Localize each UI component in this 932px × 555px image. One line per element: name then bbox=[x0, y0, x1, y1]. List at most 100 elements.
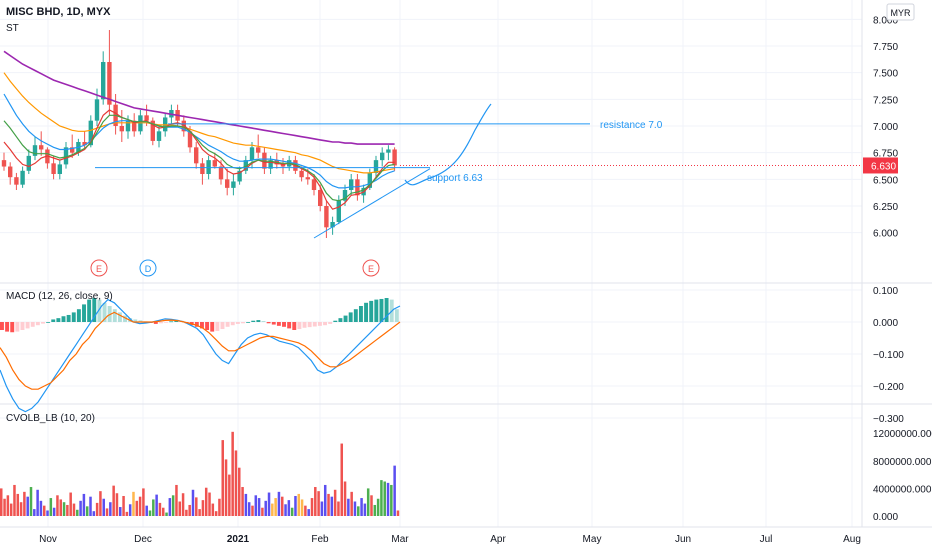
macd-title: MACD (12, 26, close, 9) bbox=[6, 291, 113, 302]
candle-body bbox=[20, 170, 25, 185]
volume-bar bbox=[271, 503, 274, 516]
macd-histogram-bar bbox=[66, 314, 71, 322]
volume-bar bbox=[204, 487, 208, 516]
volume-bar bbox=[221, 440, 224, 516]
macd-histogram-bar bbox=[271, 322, 276, 325]
candle-body bbox=[63, 147, 69, 165]
grid-lines bbox=[0, 0, 862, 527]
macd-histogram-bar bbox=[312, 322, 317, 327]
volume-bar bbox=[287, 500, 291, 516]
volume-bar bbox=[66, 504, 69, 516]
volume-bar bbox=[393, 465, 396, 516]
volume-bar bbox=[152, 499, 155, 516]
volume-bar bbox=[304, 505, 307, 516]
candle-body bbox=[1, 160, 7, 167]
volume-bar bbox=[383, 481, 386, 516]
macd-histogram-bar bbox=[0, 322, 4, 330]
volume-bar bbox=[327, 493, 330, 516]
volume-bar bbox=[340, 443, 344, 516]
price-axes[interactable]: 8.000 7.750 7.500 7.250 7.000 6.750 6.500 6.250… bbox=[863, 15, 932, 523]
price-tick-label: 7.000 bbox=[873, 122, 898, 133]
currency-button[interactable]: MYR bbox=[886, 3, 915, 21]
volume-bar bbox=[13, 484, 16, 516]
macd-histogram-bar bbox=[25, 322, 30, 329]
time-tick-label: Feb bbox=[311, 534, 329, 545]
macd-histogram-bar bbox=[92, 298, 97, 322]
macd-pane[interactable] bbox=[0, 298, 401, 413]
volume-bar bbox=[52, 507, 56, 516]
candle-body bbox=[14, 177, 19, 185]
candle-body bbox=[150, 120, 155, 141]
candle-body bbox=[119, 126, 124, 132]
last-price-tag bbox=[863, 157, 898, 174]
candle-body bbox=[88, 120, 93, 146]
volume-bar bbox=[198, 509, 201, 516]
macd-histogram-bar bbox=[348, 312, 353, 322]
volume-bar bbox=[56, 495, 59, 516]
macd-histogram-bar bbox=[374, 299, 379, 322]
volume-bar bbox=[314, 487, 317, 516]
volume-bar bbox=[39, 500, 43, 516]
volume-bar bbox=[95, 502, 99, 516]
volume-bar bbox=[175, 484, 178, 516]
price-pane[interactable]: resistance 7.0 support 6.63 E D E bbox=[1, 30, 862, 277]
volume-bar bbox=[122, 495, 125, 516]
macd-histogram-bar bbox=[302, 322, 307, 328]
projection-curve bbox=[404, 103, 492, 186]
candle-body bbox=[212, 160, 217, 167]
volume-bar bbox=[185, 509, 188, 516]
candle-body bbox=[94, 99, 100, 121]
volume-bar bbox=[257, 498, 261, 516]
macd-histogram-bar bbox=[364, 302, 369, 322]
macd-histogram-bar bbox=[287, 322, 292, 329]
currency-label[interactable]: MYR bbox=[891, 8, 912, 18]
time-tick-label: Nov bbox=[39, 534, 57, 545]
volume-bar bbox=[69, 492, 72, 516]
volume-bar bbox=[135, 500, 139, 516]
candle-body bbox=[107, 62, 112, 105]
volume-bar bbox=[277, 491, 281, 516]
macd-histogram-bar bbox=[133, 319, 138, 322]
volume-bar bbox=[323, 484, 327, 516]
macd-histogram-bar bbox=[200, 322, 204, 329]
macd-histogram-bar bbox=[379, 298, 384, 322]
volume-bar bbox=[6, 495, 10, 516]
macd-histogram-bar bbox=[261, 321, 266, 322]
macd-histogram-bar bbox=[369, 300, 374, 322]
volume-bar bbox=[297, 493, 301, 516]
candle-body bbox=[268, 160, 273, 169]
time-axis[interactable]: Nov Dec 2021 Feb Mar Apr May Jun Jul Aug bbox=[39, 534, 861, 545]
candle-body bbox=[70, 147, 75, 153]
volume-bar bbox=[370, 495, 373, 516]
moving-average-fast bbox=[3, 93, 395, 189]
macd-histogram-bar bbox=[76, 309, 81, 322]
candle-body bbox=[237, 170, 242, 182]
volume-bar bbox=[105, 508, 109, 516]
candle-body bbox=[318, 190, 323, 206]
volume-bar bbox=[317, 491, 320, 516]
macd-histogram-bar bbox=[225, 322, 230, 327]
macd-histogram-bar bbox=[343, 315, 348, 322]
candle-body bbox=[324, 206, 329, 228]
volume-bar bbox=[228, 474, 231, 516]
volume-bar bbox=[33, 509, 36, 516]
volume-bar bbox=[178, 501, 182, 516]
volume-bar bbox=[320, 501, 324, 516]
volume-bar bbox=[390, 484, 393, 516]
volume-bar bbox=[168, 498, 172, 516]
volume-bar bbox=[241, 487, 244, 516]
candle-body bbox=[26, 155, 31, 171]
time-tick-label: Dec bbox=[134, 534, 152, 545]
volume-bar bbox=[353, 501, 357, 516]
macd-tick-label: −0.100 bbox=[873, 350, 904, 361]
macd-histogram-bar bbox=[282, 322, 286, 327]
volume-bar bbox=[376, 498, 380, 516]
volume-pane[interactable] bbox=[0, 431, 400, 516]
macd-histogram-bar bbox=[256, 320, 261, 322]
volume-bar bbox=[99, 491, 102, 516]
price-tick-label: 7.500 bbox=[873, 69, 898, 80]
macd-tick-label: −0.300 bbox=[873, 414, 904, 425]
macd-signal-line bbox=[0, 311, 401, 390]
macd-histogram-bar bbox=[328, 322, 333, 324]
volume-bar bbox=[165, 512, 168, 516]
